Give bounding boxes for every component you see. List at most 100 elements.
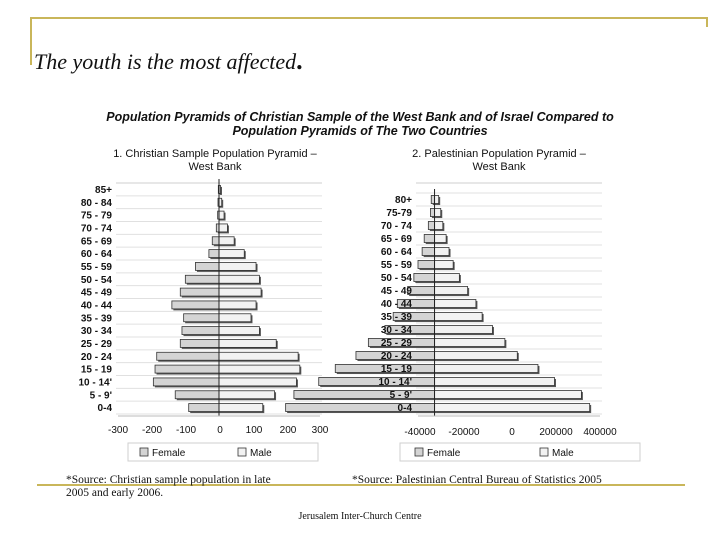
chart2-bar-female xyxy=(293,390,435,399)
chart2-bar-male xyxy=(434,351,518,360)
chart2-category-label: 15 - 19 xyxy=(381,364,413,375)
footer-text: Jerusalem Inter-Church Centre xyxy=(298,511,422,522)
chart1-legend-swatch-female xyxy=(139,447,149,457)
figure-title: Population Pyramids of Christian Sample … xyxy=(60,110,660,138)
chart1-legend-label-female: Female xyxy=(152,448,186,459)
chart2-bar-male xyxy=(434,247,450,256)
chart1-source-line2: 2005 and early 2006. xyxy=(66,487,164,499)
chart2-bar-male xyxy=(434,234,447,243)
chart1-bar-female xyxy=(188,403,220,412)
chart1-subtitle-line1: 1. Christian Sample Population Pyramid – xyxy=(113,148,317,160)
slide-title-dot: . xyxy=(296,46,303,75)
chart1-category-label: 15 - 19 xyxy=(81,365,113,376)
chart1-bar-female xyxy=(195,262,220,271)
chart1-legend-swatch-male xyxy=(237,447,247,457)
chart1-source-line1: *Source: Christian sample population in … xyxy=(66,474,271,486)
chart1-category-label: 20 - 24 xyxy=(81,352,113,363)
chart2-category-label: 65 - 69 xyxy=(381,234,413,245)
chart2-bar-male xyxy=(434,221,444,230)
chart1-legend-label-male: Male xyxy=(250,448,272,459)
chart2-subtitle: 2. Palestinian Population Pyramid – West… xyxy=(370,148,628,174)
chart1-category-label: 5 - 9' xyxy=(90,390,112,401)
chart2-bar-female xyxy=(423,234,435,243)
chart2-category-label: 55 - 59 xyxy=(381,260,413,271)
chart1-bar-male xyxy=(218,326,260,335)
chart2-category-label: 70 - 74 xyxy=(381,221,413,232)
chart1-tick-label: 200 xyxy=(280,425,297,436)
chart1-tick-label: 300 xyxy=(312,425,329,436)
chart2-category-label: 40 - 44 xyxy=(381,299,413,310)
chart2-bar-male xyxy=(434,260,454,269)
chart1-category-label: 10 - 14' xyxy=(78,377,112,388)
chart1-category-label: 70 - 74 xyxy=(81,223,113,234)
chart2-category-label: 45 - 49 xyxy=(381,286,413,297)
chart1-tick-label: 100 xyxy=(246,425,263,436)
chart2-category-label: 30 - 34 xyxy=(381,325,413,336)
chart1-category-label: 0-4 xyxy=(98,403,113,414)
chart1-bar-female xyxy=(184,274,220,284)
chart1-category-label: 25 - 29 xyxy=(81,339,113,350)
chart1-bar-male xyxy=(218,236,235,246)
chart2-tick-label: 400000 xyxy=(583,427,617,438)
chart2-bar-male xyxy=(434,325,493,334)
chart1-tick-label: -300 xyxy=(108,425,128,436)
chart2-bar-male xyxy=(434,390,582,399)
chart1-bar-male xyxy=(218,377,297,387)
chart1-bar-male xyxy=(218,300,257,310)
chart1-category-label: 65 - 69 xyxy=(81,236,113,247)
chart1-bar-female xyxy=(183,313,220,323)
chart2-bar-male xyxy=(434,299,477,308)
chart2-tick-label: 0 xyxy=(509,427,515,438)
chart1-tick-label: 0 xyxy=(217,425,223,436)
chart2-legend-swatch-female xyxy=(414,447,424,457)
chart2-bar-male xyxy=(434,195,440,204)
figure-title-line2: Population Pyramids of The Two Countries xyxy=(232,124,488,138)
chart2-tick-label: 200000 xyxy=(539,427,573,438)
chart2-category-label: 0-4 xyxy=(398,403,413,414)
chart1-bar-shadow xyxy=(220,186,222,195)
chart1-bar-female xyxy=(181,326,220,335)
figure-title-line1: Population Pyramids of Christian Sample … xyxy=(106,110,614,124)
chart1-category-label: 40 - 44 xyxy=(81,300,113,311)
slide-title-text: The youth is the most affected xyxy=(34,49,297,74)
chart2-category-label: 25 - 29 xyxy=(381,338,413,349)
chart2-bar-male xyxy=(434,377,555,386)
chart1-bar-male xyxy=(218,313,252,323)
chart1-bar-female xyxy=(208,249,220,258)
chart1-legend-box xyxy=(127,442,319,462)
chart2-category-label: 80+ xyxy=(395,195,412,206)
chart2-tick-label: -20000 xyxy=(448,427,480,438)
chart2-bar-female xyxy=(417,260,435,269)
chart1-subtitle: 1. Christian Sample Population Pyramid –… xyxy=(60,148,370,174)
chart1-bar-male xyxy=(218,390,275,400)
chart1-category-label: 30 - 34 xyxy=(81,326,113,337)
chart2-category-label: 10 - 14' xyxy=(378,377,412,388)
chart1-bar-male xyxy=(218,262,257,271)
chart2-bar-male xyxy=(434,312,483,321)
chart1-category-label: 60 - 64 xyxy=(81,249,113,260)
slide-title: The youth is the most affected. xyxy=(34,46,303,76)
chart2-category-label: 75-79 xyxy=(386,208,412,219)
chart1-category-label: 50 - 54 xyxy=(81,275,113,286)
chart2-subtitle-line1: 2. Palestinian Population Pyramid – xyxy=(412,148,586,160)
chart2-bar-male xyxy=(434,338,506,347)
chart2-bar-male xyxy=(434,273,460,282)
chart1-bar-male xyxy=(218,223,228,233)
chart1-bar-female xyxy=(156,351,220,361)
chart2-bar-female xyxy=(285,403,435,412)
chart2-tick-label: -40000 xyxy=(404,427,436,438)
chart2-bar-male xyxy=(434,403,591,412)
frame-top-line xyxy=(30,17,706,19)
chart2-category-label: 50 - 54 xyxy=(381,273,413,284)
chart2-category-label: 35 - 39 xyxy=(381,312,413,323)
chart2-legend-swatch-male xyxy=(539,447,549,457)
chart1-bar-male xyxy=(218,403,264,412)
chart1-category-label: 45 - 49 xyxy=(81,288,113,299)
chart1-category-label: 85+ xyxy=(95,185,112,196)
chart1-category-label: 75 - 79 xyxy=(81,211,113,222)
chart1-category-label: 35 - 39 xyxy=(81,313,113,324)
chart2-bar-male xyxy=(434,364,539,373)
chart2-source-line1: *Source: Palestinian Central Bureau of S… xyxy=(352,474,602,486)
chart2-category-label: 60 - 64 xyxy=(381,247,413,258)
